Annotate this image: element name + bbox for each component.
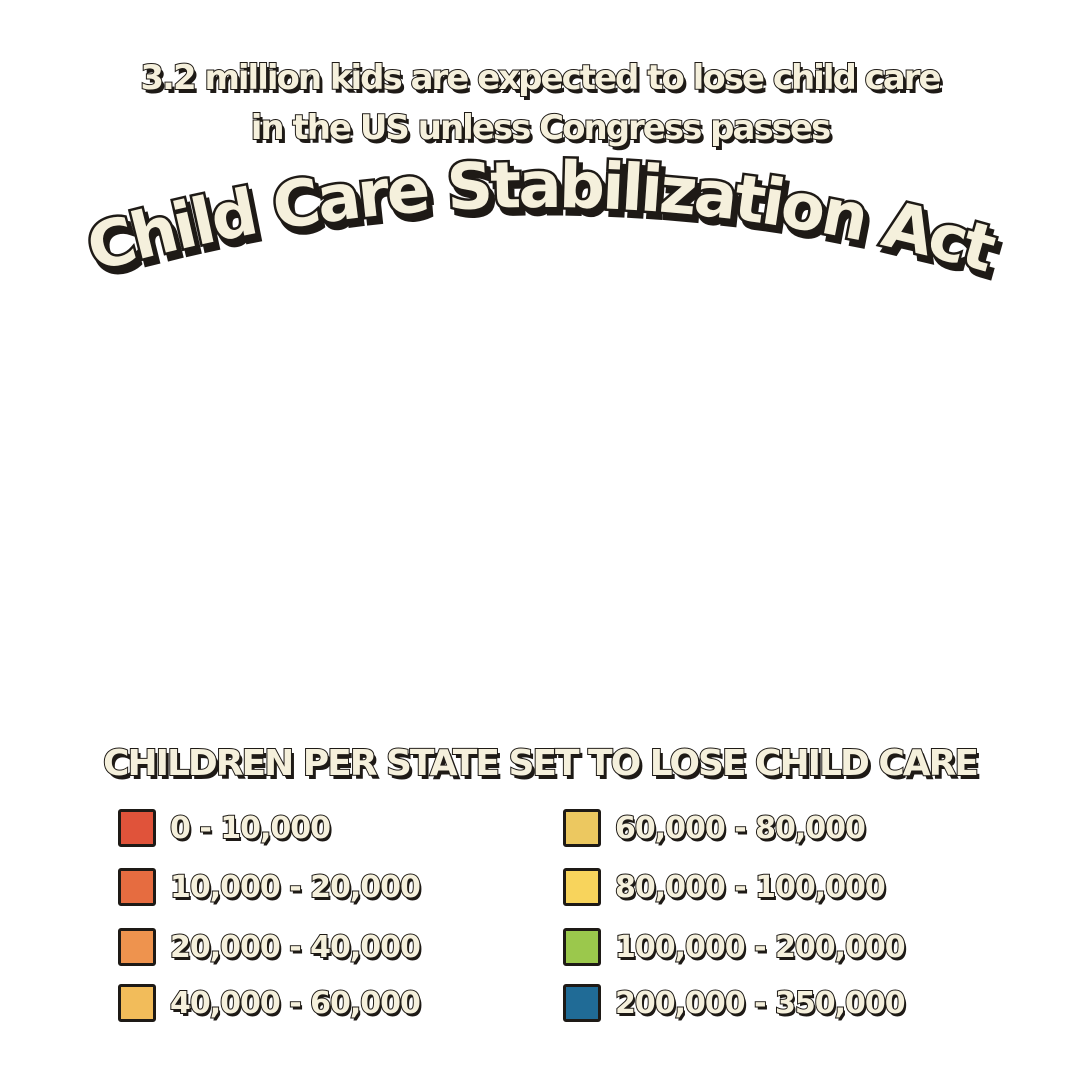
legend-item: 20,000 - 40,000 xyxy=(118,925,422,969)
legend-item: 80,000 - 100,000 xyxy=(563,865,887,909)
legend-label: 60,000 - 80,000 xyxy=(614,810,867,847)
legend-label: 10,000 - 20,000 xyxy=(169,869,422,906)
legend-label: 80,000 - 100,000 xyxy=(614,869,887,906)
legend-item: 10,000 - 20,000 xyxy=(118,865,422,909)
legend-label: 20,000 - 40,000 xyxy=(169,929,422,966)
legend-item: 60,000 - 80,000 xyxy=(563,806,867,850)
legend-swatch xyxy=(563,984,601,1022)
legend-item: 200,000 - 350,000 xyxy=(563,981,907,1025)
legend-swatch xyxy=(563,928,601,966)
legend-heading: CHILDREN PER STATE SET TO LOSE CHILD CAR… xyxy=(102,742,980,785)
act-title-text: Child Care Stabilization Act xyxy=(80,149,1003,287)
legend-swatch xyxy=(118,868,156,906)
legend-swatch xyxy=(118,928,156,966)
legend-swatch xyxy=(563,868,601,906)
legend-label: 200,000 - 350,000 xyxy=(614,985,907,1022)
legend-label: 40,000 - 60,000 xyxy=(169,985,422,1022)
act-title: Child Care Stabilization Act Child Care … xyxy=(77,146,1012,295)
legend-item: 100,000 - 200,000 xyxy=(563,925,907,969)
legend-item: 0 - 10,000 xyxy=(118,806,332,850)
legend-swatch xyxy=(118,984,156,1022)
legend-label: 100,000 - 200,000 xyxy=(614,929,907,966)
legend-swatch xyxy=(563,809,601,847)
headline-line-1: 3.2 million kids are expected to lose ch… xyxy=(139,57,942,99)
legend-swatch xyxy=(118,809,156,847)
headline-line-2: in the US unless Congress passes xyxy=(250,107,832,149)
legend-label: 0 - 10,000 xyxy=(169,810,332,847)
legend-item: 40,000 - 60,000 xyxy=(118,981,422,1025)
